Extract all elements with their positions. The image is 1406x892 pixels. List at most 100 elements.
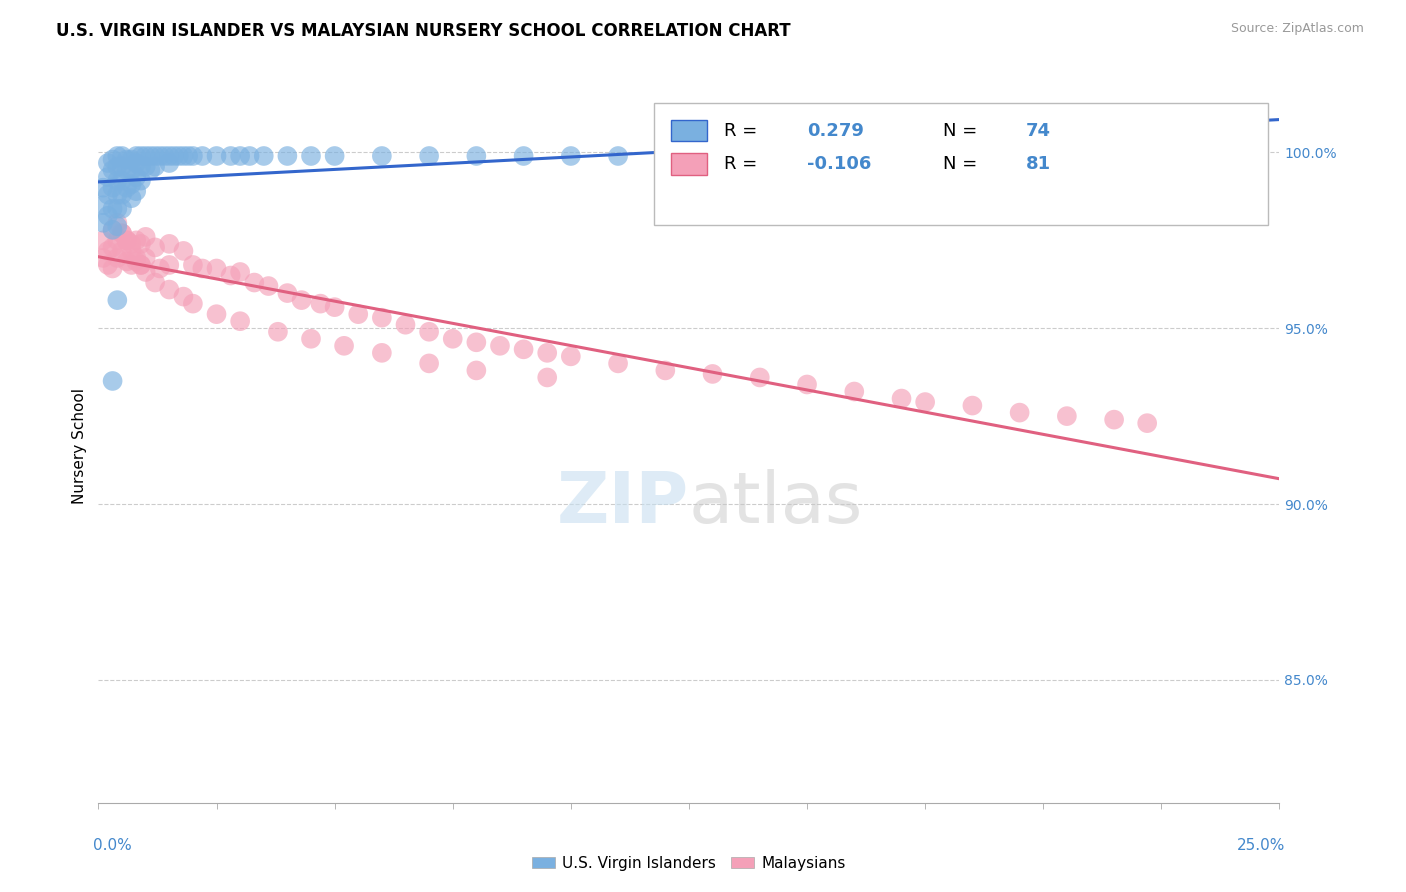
FancyBboxPatch shape <box>671 153 707 175</box>
Point <box>323 300 346 314</box>
Point <box>105 219 128 234</box>
Point <box>125 251 148 265</box>
Point <box>172 149 194 163</box>
Point <box>654 363 676 377</box>
Point <box>115 254 138 268</box>
Point <box>121 191 143 205</box>
Point <box>101 163 124 178</box>
Point <box>441 332 464 346</box>
Point <box>129 149 152 163</box>
Point <box>135 251 157 265</box>
Point <box>115 163 138 178</box>
Point <box>181 149 204 163</box>
Point <box>129 173 152 187</box>
Point <box>299 149 322 163</box>
Point <box>111 227 134 241</box>
Point <box>607 149 630 163</box>
Point <box>219 149 242 163</box>
Point <box>91 216 114 230</box>
Point <box>560 149 582 163</box>
Point <box>115 153 138 167</box>
Point <box>323 149 346 163</box>
Point <box>394 318 416 332</box>
Point <box>97 209 120 223</box>
Point <box>139 149 162 163</box>
Point <box>121 258 143 272</box>
Text: 0.0%: 0.0% <box>93 838 131 854</box>
Point <box>135 160 157 174</box>
Point <box>115 233 138 247</box>
Point <box>1102 412 1125 426</box>
Point <box>97 156 120 170</box>
Point <box>143 240 166 254</box>
Point <box>111 244 134 258</box>
Point <box>101 223 124 237</box>
Point <box>984 149 1007 163</box>
Point <box>748 370 770 384</box>
Point <box>512 149 534 163</box>
Point <box>1136 416 1159 430</box>
Text: 81: 81 <box>1025 155 1050 173</box>
Point <box>465 149 488 163</box>
Point <box>191 261 214 276</box>
Text: atlas: atlas <box>689 468 863 538</box>
Point <box>962 399 984 413</box>
Point <box>418 149 440 163</box>
Point <box>607 356 630 370</box>
Point <box>105 293 128 307</box>
FancyBboxPatch shape <box>654 103 1268 225</box>
Point <box>121 177 143 191</box>
Point <box>253 149 276 163</box>
Point <box>465 363 488 377</box>
Point <box>205 307 228 321</box>
Point <box>333 339 356 353</box>
Text: R =: R = <box>724 121 763 139</box>
Point <box>229 265 252 279</box>
Point <box>1008 406 1031 420</box>
Point <box>489 339 512 353</box>
Point <box>536 370 558 384</box>
Point <box>149 261 172 276</box>
Point <box>125 149 148 163</box>
Point <box>129 236 152 251</box>
Point <box>101 240 124 254</box>
Point <box>143 276 166 290</box>
Point <box>97 258 120 272</box>
Point <box>91 180 114 194</box>
Point <box>181 258 204 272</box>
Point <box>135 230 157 244</box>
Text: 0.279: 0.279 <box>807 121 863 139</box>
Point <box>418 356 440 370</box>
Point <box>267 325 290 339</box>
Point <box>257 279 280 293</box>
Text: 25.0%: 25.0% <box>1237 838 1285 854</box>
Point <box>105 187 128 202</box>
Point <box>309 296 332 310</box>
Point <box>172 244 194 258</box>
Point <box>157 156 180 170</box>
Point <box>97 170 120 185</box>
Point <box>163 149 186 163</box>
Point <box>111 160 134 174</box>
Point <box>239 149 262 163</box>
Point <box>105 149 128 163</box>
Point <box>914 395 936 409</box>
Point <box>91 198 114 212</box>
Point <box>115 233 138 247</box>
Point <box>276 286 298 301</box>
Point <box>702 367 724 381</box>
Point <box>243 276 266 290</box>
Point <box>149 149 172 163</box>
Point <box>465 335 488 350</box>
Point <box>139 163 162 178</box>
Point <box>205 149 228 163</box>
Point <box>101 202 124 216</box>
Point <box>143 160 166 174</box>
Point <box>820 149 842 163</box>
Point <box>219 268 242 283</box>
Point <box>121 244 143 258</box>
Point <box>418 325 440 339</box>
Point <box>121 236 143 251</box>
Point <box>111 227 134 241</box>
Point <box>105 173 128 187</box>
